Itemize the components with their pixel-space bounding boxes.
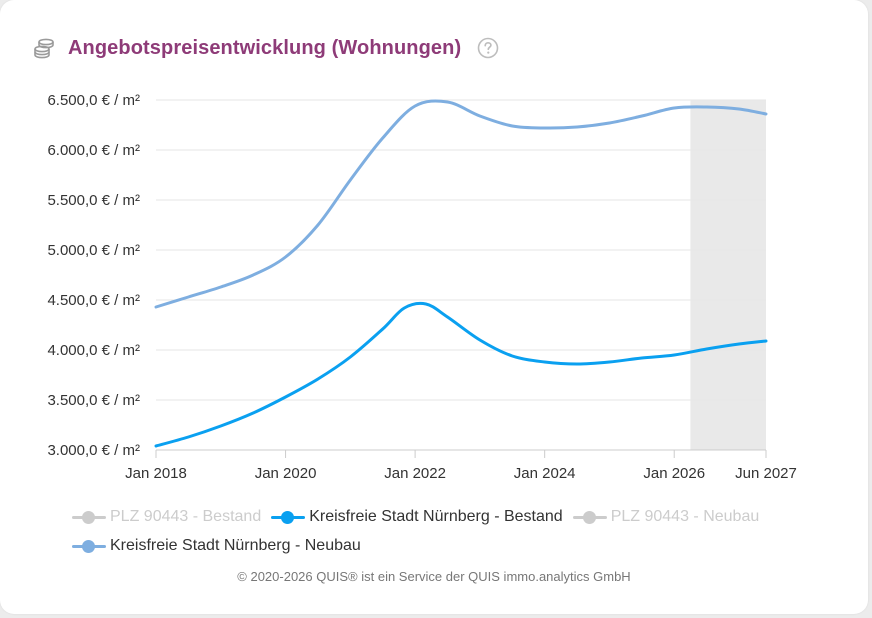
forecast-band [690,100,766,450]
legend-marker-icon [271,510,306,524]
x-tick-label: Jan 2018 [125,465,187,482]
card-header: Angebotspreisentwicklung (Wohnungen) [32,33,499,63]
y-tick-label: 6.500,0 € / m² [47,92,140,109]
copyright-notice: © 2020-2026 QUIS® ist ein Service der QU… [237,569,631,584]
legend-marker-icon [72,539,106,553]
y-tick-label: 5.000,0 € / m² [47,242,140,259]
x-tick-label: Jun 2027 [735,465,797,482]
legend-item-3[interactable]: PLZ 90443 - Neubau [572,504,760,530]
legend-item-1[interactable]: PLZ 90443 - Bestand [72,504,261,530]
x-tick-label: Jan 2022 [384,465,446,482]
y-tick-label: 4.500,0 € / m² [47,292,140,309]
legend-label: PLZ 90443 - Neubau [610,508,760,525]
series-line-2[interactable] [154,301,768,448]
chart-title: Angebotspreisentwicklung (Wohnungen) [68,36,462,59]
y-tick-label: 5.500,0 € / m² [47,192,140,209]
y-tick-label: 6.000,0 € / m² [47,142,140,159]
x-tick-label: Jan 2026 [643,465,705,482]
legend-marker-icon [572,510,607,524]
coins-stack-icon [32,36,56,60]
y-tick-label: 3.000,0 € / m² [47,442,140,459]
legend-label: PLZ 90443 - Bestand [110,508,262,525]
line-chart: 3.000,0 € / m² 3.500,0 € / m² 4.000,0 € / … [47,92,797,482]
chart-legend: PLZ 90443 - Bestand Kreisfreie Stadt Nürn… [72,504,832,562]
legend-item-2[interactable]: Kreisfreie Stadt Nürnberg - Bestand [271,504,563,530]
series-line-4[interactable] [154,99,768,309]
help-circle-icon[interactable] [477,37,499,59]
legend-marker-icon [72,510,106,524]
y-tick-label: 4.000,0 € / m² [47,342,140,359]
x-tick-label: Jan 2024 [514,465,576,482]
legend-label: Kreisfreie Stadt Nürnberg - Neubau [110,537,361,554]
legend-label: Kreisfreie Stadt Nürnberg - Bestand [309,508,563,525]
legend-item-4[interactable]: Kreisfreie Stadt Nürnberg - Neubau [72,533,361,559]
x-tick-label: Jan 2020 [255,465,317,482]
y-tick-label: 3.500,0 € / m² [47,392,140,409]
